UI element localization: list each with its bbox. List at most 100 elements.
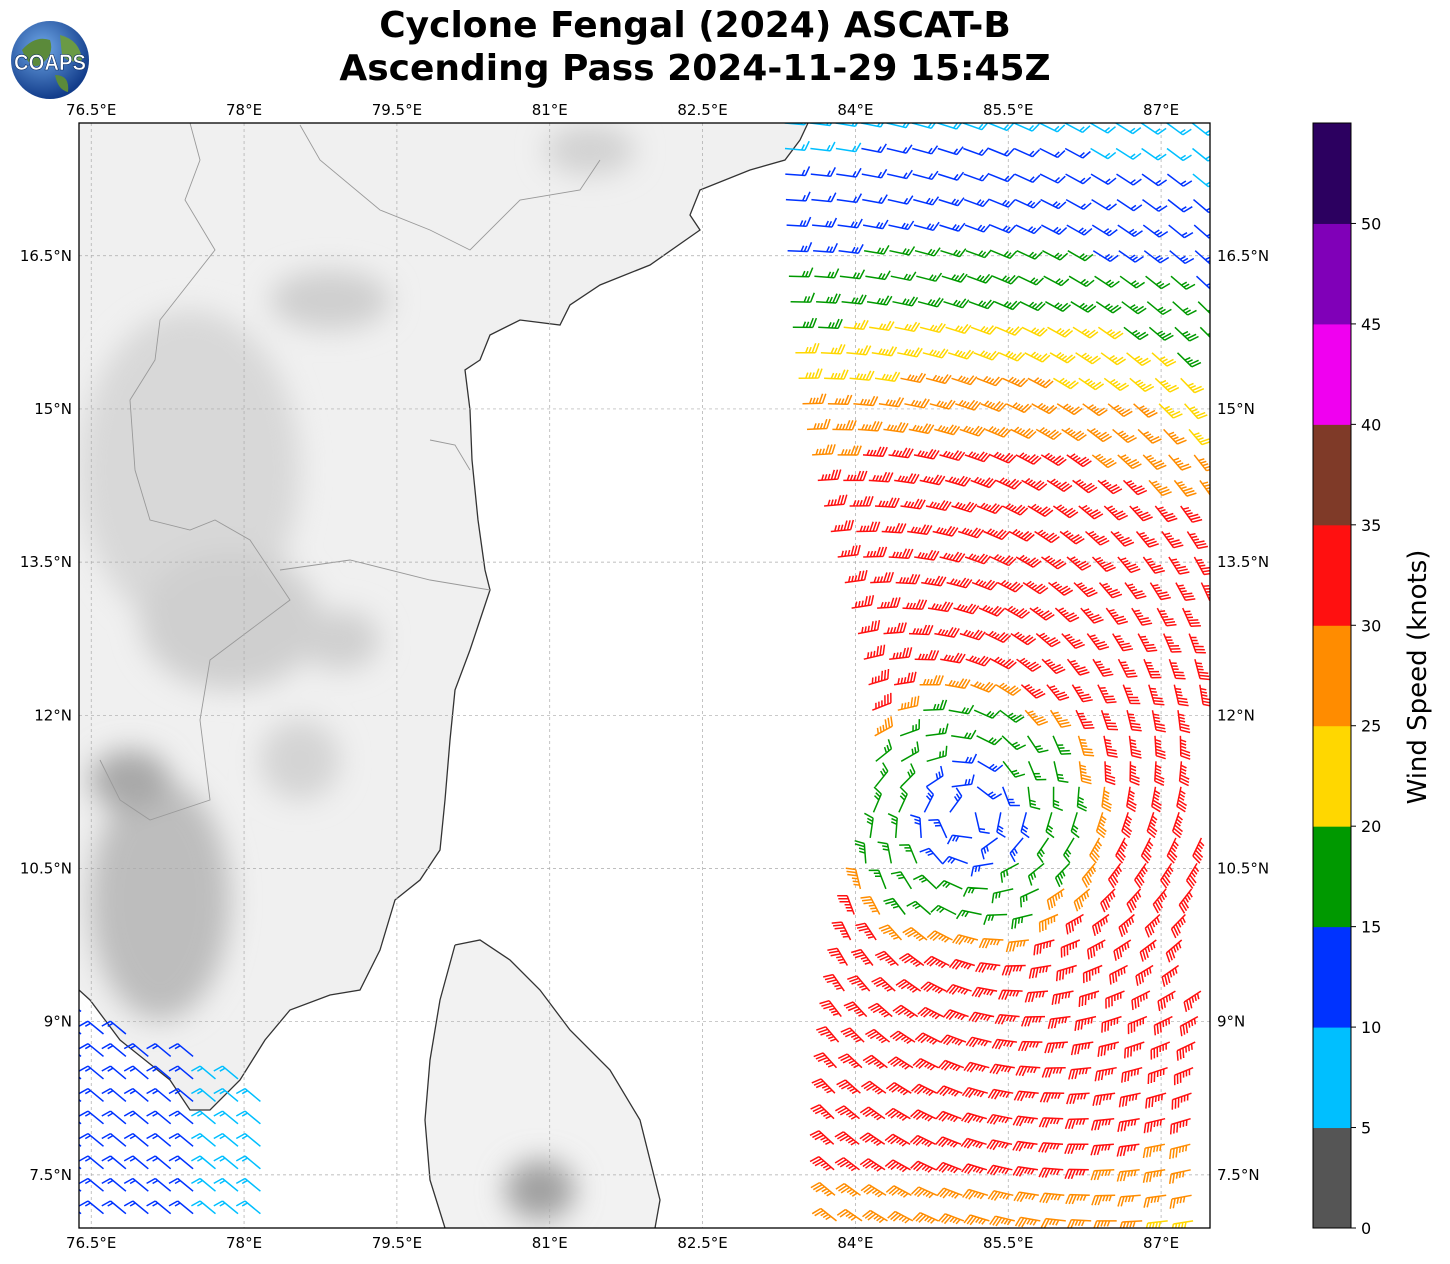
wind-barb bbox=[1169, 1194, 1192, 1209]
colorbar-tick-label: 50 bbox=[1361, 214, 1381, 233]
wind-barb bbox=[998, 350, 1026, 362]
wind-barb bbox=[1082, 403, 1108, 417]
wind-barb bbox=[1173, 1067, 1194, 1086]
wind-barb bbox=[948, 704, 975, 715]
wind-barb bbox=[1039, 1192, 1065, 1204]
wind-barb bbox=[831, 921, 852, 941]
wind-barb bbox=[1013, 123, 1040, 132]
wind-barb bbox=[963, 1214, 990, 1226]
wind-barb bbox=[1009, 837, 1024, 863]
wind-barb bbox=[810, 1181, 836, 1197]
wind-barb bbox=[814, 268, 840, 279]
wind-barb bbox=[1163, 428, 1187, 445]
wind-barb bbox=[1142, 1169, 1166, 1183]
wind-barb bbox=[859, 1132, 886, 1147]
wind-barb bbox=[1017, 1040, 1043, 1052]
wind-barb bbox=[862, 219, 889, 230]
wind-barb bbox=[862, 1054, 888, 1069]
wind-barb bbox=[1161, 531, 1184, 549]
wind-barb bbox=[1105, 990, 1125, 1009]
wind-barb bbox=[123, 1177, 149, 1192]
wind-barb bbox=[1072, 479, 1098, 494]
wind-barb bbox=[1191, 123, 1210, 136]
wind-barb bbox=[953, 603, 980, 615]
wind-barb bbox=[1116, 173, 1142, 186]
wind-barb bbox=[977, 760, 1004, 773]
wind-barb bbox=[787, 242, 813, 253]
wind-barb bbox=[1100, 709, 1119, 731]
wind-barb bbox=[1129, 761, 1140, 786]
wind-barb bbox=[965, 1036, 992, 1048]
wind-barb bbox=[1097, 326, 1124, 340]
wind-barb bbox=[913, 448, 940, 460]
wind-barb bbox=[912, 874, 938, 890]
wind-barb bbox=[79, 1087, 104, 1102]
wind-barb bbox=[1124, 1041, 1145, 1059]
wind-barb bbox=[1141, 147, 1167, 161]
wind-barb bbox=[1156, 607, 1177, 627]
wind-barb bbox=[101, 1110, 127, 1125]
wind-barb bbox=[1078, 504, 1104, 520]
wind-barb bbox=[987, 1190, 1014, 1201]
wind-barb bbox=[123, 1087, 149, 1102]
wind-barb bbox=[1013, 147, 1041, 158]
wind-barb bbox=[1146, 812, 1158, 839]
wind-barb bbox=[900, 741, 920, 762]
wind-barb bbox=[1024, 990, 1049, 1003]
wind-barb bbox=[962, 886, 988, 897]
wind-barb bbox=[1166, 123, 1192, 136]
wind-barb bbox=[836, 1208, 863, 1222]
wind-barb bbox=[865, 270, 891, 281]
wind-barb bbox=[79, 1065, 104, 1080]
wind-barb bbox=[868, 471, 894, 483]
wind-barb bbox=[1020, 684, 1046, 699]
map-plot bbox=[79, 123, 1210, 1228]
wind-barb bbox=[168, 1065, 194, 1080]
wind-barb bbox=[786, 216, 812, 227]
wind-barb bbox=[980, 400, 1007, 412]
lon-tick-label-bottom: 76.5°E bbox=[66, 1234, 116, 1252]
wind-barb bbox=[1040, 1217, 1066, 1228]
colorbar-tick-label: 40 bbox=[1361, 415, 1381, 434]
wind-barb bbox=[963, 198, 991, 208]
wind-barb bbox=[926, 930, 953, 943]
wind-barb bbox=[1153, 1015, 1173, 1036]
wind-barb bbox=[1078, 377, 1105, 391]
lat-tick-label-right: 15°N bbox=[1217, 400, 1255, 418]
wind-barb bbox=[1170, 913, 1186, 939]
wind-barb bbox=[1016, 657, 1042, 672]
wind-barb bbox=[1171, 1092, 1192, 1110]
wind-barb bbox=[930, 904, 957, 916]
wind-barb bbox=[837, 1053, 863, 1069]
wind-barb bbox=[146, 1110, 172, 1125]
wind-barb bbox=[817, 469, 842, 482]
wind-barb bbox=[961, 1086, 989, 1098]
lat-tick-label-left: 15°N bbox=[34, 400, 72, 418]
wind-barb bbox=[146, 1043, 172, 1057]
wind-barb bbox=[934, 424, 961, 436]
wind-barb bbox=[1075, 352, 1101, 365]
wind-barb bbox=[1199, 684, 1210, 707]
wind-barb bbox=[971, 579, 999, 591]
wind-barb bbox=[910, 814, 922, 838]
wind-barb bbox=[1091, 453, 1117, 469]
wind-barb bbox=[792, 317, 818, 329]
wind-barb bbox=[1002, 760, 1026, 778]
wind-barb bbox=[802, 393, 827, 405]
wind-barb bbox=[1168, 658, 1186, 680]
wind-barb bbox=[1115, 123, 1142, 135]
wind-barb bbox=[1148, 684, 1165, 706]
wind-barb bbox=[1078, 990, 1100, 1007]
wind-barb bbox=[928, 818, 948, 839]
wind-barb bbox=[809, 1156, 835, 1171]
wind-barb bbox=[1137, 633, 1158, 653]
wind-barb bbox=[1041, 1066, 1066, 1078]
wind-barb bbox=[939, 222, 966, 232]
wind-barb bbox=[892, 296, 919, 307]
wind-barb bbox=[1142, 556, 1165, 574]
wind-barb bbox=[878, 924, 903, 941]
wind-barb bbox=[1091, 1194, 1116, 1206]
wind-barb bbox=[213, 1087, 239, 1102]
wind-barb bbox=[990, 656, 1017, 670]
wind-barb bbox=[1175, 582, 1196, 601]
